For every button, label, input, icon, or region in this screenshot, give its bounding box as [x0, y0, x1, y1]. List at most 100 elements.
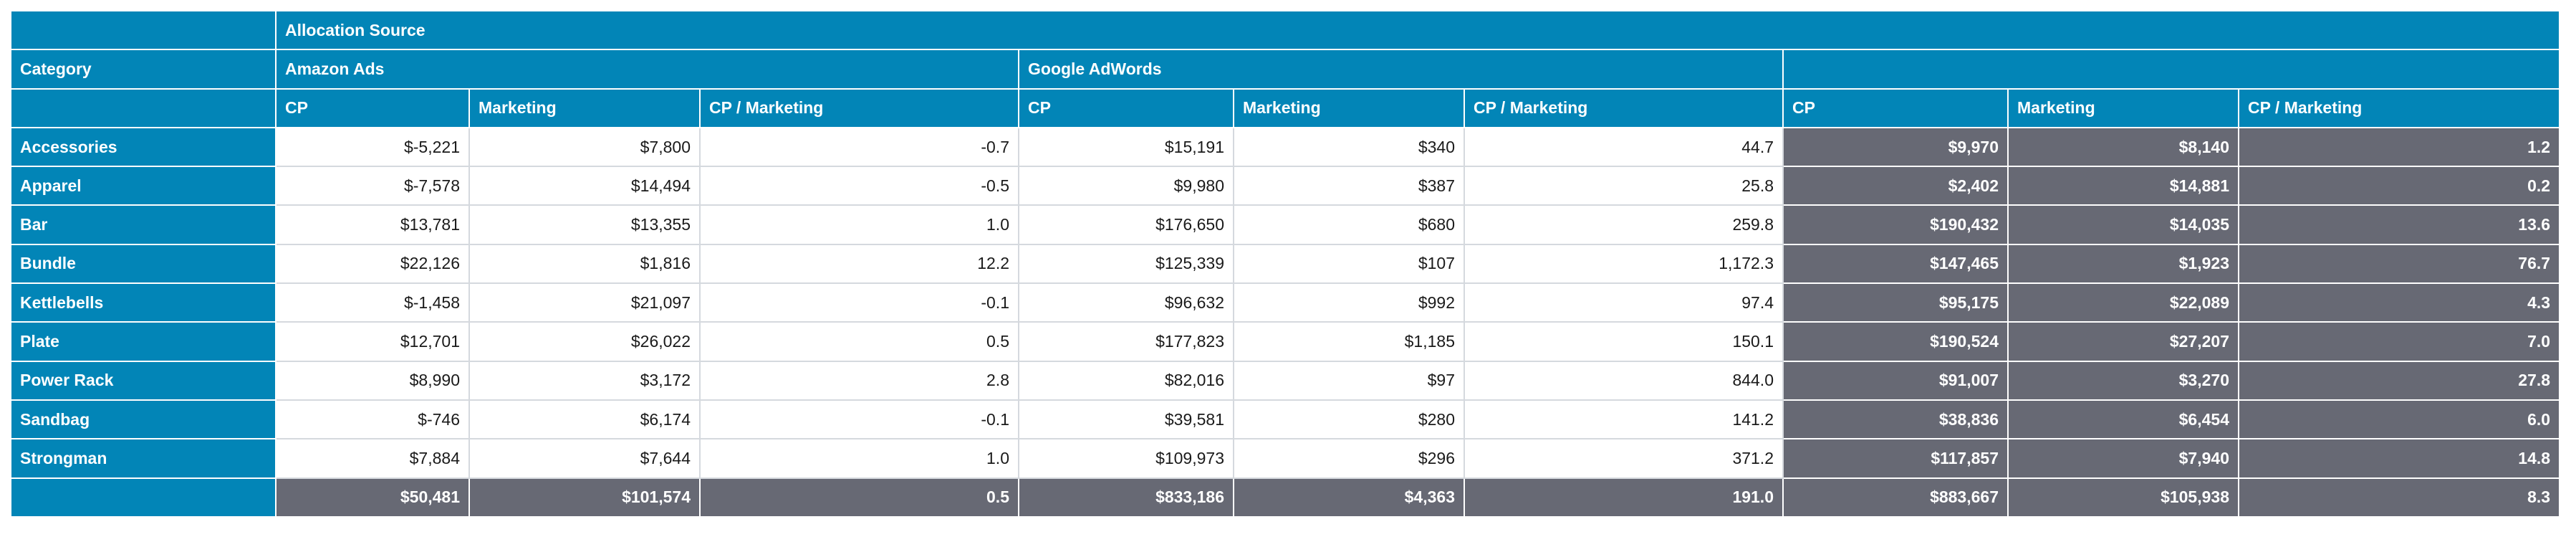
data-cell: 844.0: [1464, 360, 1784, 401]
data-cell: $13,355: [468, 204, 701, 245]
measure-header-cp-marketing[interactable]: CP / Marketing: [2237, 87, 2561, 128]
data-cell: $176,650: [1018, 204, 1234, 245]
data-cell: $-7,578: [275, 166, 470, 206]
data-cell: 97.4: [1464, 282, 1784, 323]
row-total-cell: $91,007: [1782, 360, 2009, 401]
data-cell: $340: [1233, 126, 1465, 168]
row-header[interactable]: Sandbag: [10, 399, 277, 440]
data-cell: $8,990: [275, 360, 470, 401]
data-cell: $7,884: [275, 438, 470, 479]
data-cell: $82,016: [1018, 360, 1234, 401]
data-cell: $296: [1233, 438, 1465, 479]
data-cell: $109,973: [1018, 438, 1234, 479]
table-row: Sandbag $-746 $6,174 -0.1 $39,581 $280 1…: [10, 399, 2561, 440]
grand-total-cell: $883,667: [1782, 477, 2009, 518]
data-cell: $-746: [275, 399, 470, 440]
table-row: Kettlebells $-1,458 $21,097 -0.1 $96,632…: [10, 282, 2561, 323]
allocation-source-header[interactable]: Allocation Source: [274, 9, 2561, 51]
row-total-cell: 1.2: [2237, 126, 2561, 168]
column-total-cell: $4,363: [1233, 477, 1465, 518]
data-cell: $992: [1233, 282, 1465, 323]
row-total-cell: $190,524: [1782, 321, 2009, 362]
data-cell: $12,701: [275, 321, 470, 362]
row-total-cell: $3,270: [2007, 360, 2239, 401]
grand-total-label-cell: [10, 477, 277, 518]
row-total-cell: $147,465: [1782, 243, 2009, 285]
row-header[interactable]: Apparel: [10, 166, 277, 206]
data-cell: $125,339: [1018, 243, 1234, 285]
measure-header-cp-marketing[interactable]: CP / Marketing: [1464, 87, 1784, 128]
data-cell: $96,632: [1018, 282, 1234, 323]
row-total-cell: $8,140: [2007, 126, 2239, 168]
row-total-cell: 0.2: [2237, 166, 2561, 206]
row-total-cell: 27.8: [2237, 360, 2561, 401]
pivot-body: Accessories $-5,221 $7,800 -0.7 $15,191 …: [10, 126, 2561, 518]
data-cell: $387: [1233, 166, 1465, 206]
data-cell: $21,097: [468, 282, 701, 323]
measure-header-cp[interactable]: CP: [1018, 87, 1234, 128]
row-total-cell: 14.8: [2237, 438, 2561, 479]
data-cell: 1,172.3: [1464, 243, 1784, 285]
data-cell: $-5,221: [275, 126, 470, 168]
row-header[interactable]: Accessories: [10, 126, 277, 168]
data-cell: -0.5: [699, 166, 1019, 206]
data-cell: 1.0: [699, 438, 1019, 479]
row-total-cell: 13.6: [2237, 204, 2561, 245]
grand-total-cell: 8.3: [2237, 477, 2561, 518]
measure-header-marketing[interactable]: Marketing: [1233, 87, 1465, 128]
column-total-cell: 0.5: [699, 477, 1019, 518]
measure-header-marketing[interactable]: Marketing: [2007, 87, 2239, 128]
table-row: Bar $13,781 $13,355 1.0 $176,650 $680 25…: [10, 204, 2561, 245]
measure-header-cp-marketing[interactable]: CP / Marketing: [699, 87, 1019, 128]
measure-header-cp[interactable]: CP: [275, 87, 470, 128]
data-cell: 44.7: [1464, 126, 1784, 168]
row-total-cell: $95,175: [1782, 282, 2009, 323]
data-cell: 1.0: [699, 204, 1019, 245]
row-total-cell: $27,207: [2007, 321, 2239, 362]
corner-cell: [10, 9, 277, 51]
measure-corner-cell: [10, 87, 277, 128]
data-cell: $280: [1233, 399, 1465, 440]
data-cell: $13,781: [275, 204, 470, 245]
column-total-cell: $50,481: [275, 477, 470, 518]
data-cell: $15,191: [1018, 126, 1234, 168]
row-header[interactable]: Strongman: [10, 438, 277, 479]
table-row: Bundle $22,126 $1,816 12.2 $125,339 $107…: [10, 243, 2561, 285]
group-header-amazon-ads[interactable]: Amazon Ads: [275, 49, 1019, 90]
category-header[interactable]: Category: [10, 49, 277, 90]
row-total-cell: $14,881: [2007, 166, 2239, 206]
data-cell: 371.2: [1464, 438, 1784, 479]
column-total-cell: $833,186: [1018, 477, 1234, 518]
row-total-cell: $190,432: [1782, 204, 2009, 245]
row-total-cell: $9,970: [1782, 126, 2009, 168]
table-row: Plate $12,701 $26,022 0.5 $177,823 $1,18…: [10, 321, 2561, 362]
data-cell: 0.5: [699, 321, 1019, 362]
row-header[interactable]: Bar: [10, 204, 277, 245]
data-cell: $7,644: [468, 438, 701, 479]
data-cell: $9,980: [1018, 166, 1234, 206]
data-cell: $177,823: [1018, 321, 1234, 362]
row-header[interactable]: Kettlebells: [10, 282, 277, 323]
row-total-cell: $117,857: [1782, 438, 2009, 479]
row-total-cell: $38,836: [1782, 399, 2009, 440]
row-header[interactable]: Bundle: [10, 243, 277, 285]
column-total-cell: 191.0: [1464, 477, 1784, 518]
data-cell: 150.1: [1464, 321, 1784, 362]
data-cell: $97: [1233, 360, 1465, 401]
row-total-cell: $7,940: [2007, 438, 2239, 479]
measure-header-cp[interactable]: CP: [1782, 87, 2009, 128]
data-cell: $6,174: [468, 399, 701, 440]
data-cell: $1,185: [1233, 321, 1465, 362]
row-total-cell: $1,923: [2007, 243, 2239, 285]
data-cell: 12.2: [699, 243, 1019, 285]
data-cell: 259.8: [1464, 204, 1784, 245]
data-cell: $22,126: [275, 243, 470, 285]
row-header[interactable]: Power Rack: [10, 360, 277, 401]
data-cell: -0.1: [699, 282, 1019, 323]
column-total-cell: $101,574: [468, 477, 701, 518]
row-header[interactable]: Plate: [10, 321, 277, 362]
row-total-cell: 6.0: [2237, 399, 2561, 440]
table-row: Strongman $7,884 $7,644 1.0 $109,973 $29…: [10, 438, 2561, 479]
group-header-google-adwords[interactable]: Google AdWords: [1018, 49, 1784, 90]
measure-header-marketing[interactable]: Marketing: [468, 87, 701, 128]
